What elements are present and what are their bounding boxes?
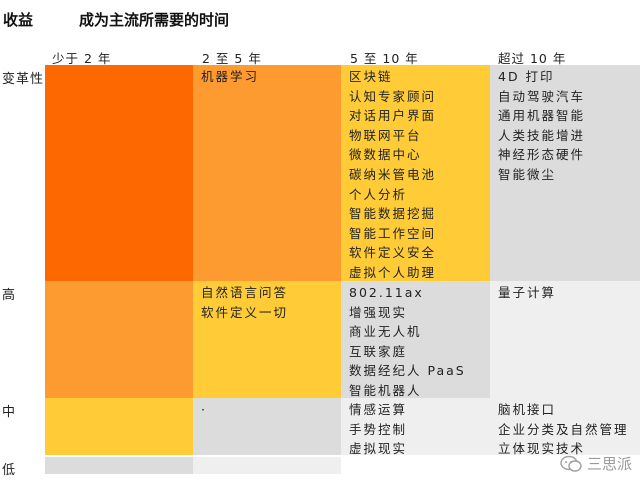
technology-item: 软件定义一切 [201, 304, 289, 320]
column-header-lt2: 少于 2 年 [52, 51, 112, 66]
technology-item: 智能数据挖掘 [349, 206, 437, 222]
cell-medium-gt10: 脑机接口企业分类及自然管理 立体现实技术 [490, 398, 640, 456]
technology-item: 立体现实技术 [498, 441, 586, 457]
technology-item: 物联网平台 [349, 127, 422, 143]
row-header-low: 低 [2, 463, 17, 478]
technology-item: 智能微尘 [498, 166, 557, 182]
technology-item: 互联家庭 [349, 343, 408, 359]
technology-item: 自动驾驶汽车 [498, 88, 586, 104]
technology-item: 情感运算 [349, 402, 408, 417]
technology-item: 神经形态硬件 [498, 147, 586, 163]
cell-high-5to10: 802.11ax 增强现实商业无人机互联家庭数据经纪人 PaaS 智能机器人 [341, 281, 490, 398]
cell-transformational-5to10: 区块链认知专家顾问 对话用户界面 物联网平台微数据中心碳纳米管电池 个人分析智能数据挖… [341, 65, 490, 281]
cell-transformational-gt10: 4D 打印自动驾驶汽车 通用机器智能 人类技能增进 神经形态硬件 智能微尘 [490, 65, 640, 281]
cell-medium-lt2 [45, 398, 193, 455]
technology-item: 增强现实 [349, 304, 408, 320]
cell-medium-5to10: 情感运算手势控制虚拟现实 [341, 398, 490, 456]
cell-medium-2to5: · [193, 398, 341, 455]
technology-item: 认知专家顾问 [349, 88, 437, 104]
technology-item: 量子计算 [498, 285, 557, 300]
technology-item: 脑机接口 [498, 402, 557, 417]
cell-low-lt2 [45, 457, 193, 474]
cell-high-gt10: 量子计算 [490, 281, 640, 398]
cell-low-2to5 [193, 457, 341, 474]
cell-high-2to5: 自然语言问答 软件定义一切 [193, 281, 341, 398]
technology-item: 机器学习 [201, 69, 260, 84]
technology-item: · [201, 402, 207, 417]
header-left-title: 收益 [3, 11, 34, 29]
technology-item: 企业分类及自然管理 [498, 421, 629, 437]
technology-item: 虚拟现实 [349, 441, 408, 457]
technology-item: 通用机器智能 [498, 108, 586, 124]
column-header-2to5: 2 至 5 年 [202, 51, 262, 66]
row-header-high: 高 [2, 288, 17, 303]
technology-item: 软件定义安全 [349, 245, 437, 261]
technology-item: 手势控制 [349, 421, 408, 437]
technology-item: 碳纳米管电池 [349, 166, 437, 182]
technology-item: 4D 打印 [498, 69, 555, 84]
technology-item: 区块链 [349, 69, 393, 84]
row-header-medium: 中 [2, 405, 17, 420]
header-main-title: 成为主流所需要的时间 [79, 11, 230, 29]
technology-item: 对话用户界面 [349, 108, 437, 124]
technology-item: 虚拟个人助理 [349, 264, 437, 280]
wechat-bubble-icon [560, 455, 582, 473]
technology-item: 智能机器人 [349, 382, 422, 398]
row-header-transformational: 变革性 [2, 72, 45, 87]
technology-item: 个人分析 [349, 186, 408, 202]
technology-item: 商业无人机 [349, 324, 422, 340]
technology-item: 自然语言问答 [201, 285, 289, 300]
watermark-text: 三思派 [586, 455, 632, 473]
technology-item: 微数据中心 [349, 147, 422, 163]
technology-item: 人类技能增进 [498, 127, 586, 143]
cell-transformational-lt2 [45, 65, 193, 281]
technology-item: 802.11ax [349, 285, 424, 300]
watermark: 三思派 [560, 453, 632, 474]
technology-item: 智能工作空间 [349, 225, 437, 241]
column-header-gt10: 超过 10 年 [498, 51, 567, 66]
technology-item: 数据经纪人 PaaS [349, 363, 466, 379]
cell-high-lt2 [45, 281, 193, 398]
column-header-5to10: 5 至 10 年 [350, 51, 419, 66]
cell-transformational-2to5: 机器学习 [193, 65, 341, 281]
